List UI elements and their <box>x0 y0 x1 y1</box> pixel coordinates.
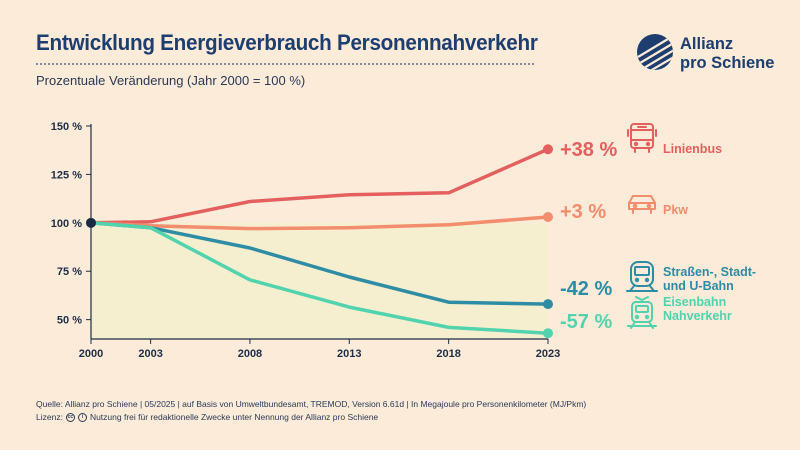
plot-shading <box>91 222 548 339</box>
car-icon <box>628 195 656 214</box>
license-label: Lizenz: <box>36 412 63 422</box>
logo-line-1: Allianz <box>680 35 734 53</box>
cc-icon: cc <box>65 412 75 422</box>
change-label: +38 % <box>560 139 617 161</box>
y-tick-label: 50 % <box>57 315 82 327</box>
title-divider <box>36 63 534 65</box>
origin-point <box>86 217 96 228</box>
change-label: -57 % <box>560 311 612 333</box>
series-line <box>89 221 550 335</box>
series-end-point <box>543 328 553 339</box>
x-tick-label: 2023 <box>536 348 560 360</box>
legend-label: Straßen-, Stadt- <box>663 265 756 279</box>
change-label: -42 % <box>560 278 612 300</box>
train-icon <box>627 296 657 329</box>
chart-title: Entwicklung Energieverbrauch Personennah… <box>36 30 538 55</box>
series-end-point <box>543 299 553 310</box>
logo-text: Allianz pro Schiene <box>680 35 774 73</box>
legend-label: Eisenbahn <box>663 295 726 309</box>
x-tick-label: 2000 <box>79 348 103 360</box>
y-tick-label: 150 % <box>51 121 82 133</box>
by-icon: i <box>77 412 87 422</box>
legend-label: Nahverkehr <box>663 309 732 323</box>
bus-icon <box>627 123 657 153</box>
legend-label: und U-Bahn <box>663 279 734 293</box>
x-tick-label: 2018 <box>436 348 460 360</box>
legend-label: Pkw <box>663 203 688 217</box>
source-note: Quelle: Allianz pro Schiene | 05/2025 | … <box>36 399 587 409</box>
change-label: +3 % <box>560 201 606 223</box>
license-text: Nutzung frei für redaktionelle Zwecke un… <box>89 412 379 422</box>
series-end-point <box>543 144 553 155</box>
x-tick-label: 2008 <box>238 348 262 360</box>
x-tick-label: 2003 <box>138 348 162 360</box>
allianz-pro-schiene-logo: Allianz pro Schiene <box>636 33 776 77</box>
legend-label: Linienbus <box>663 142 722 156</box>
series-line <box>89 147 550 225</box>
license-note: Lizenz: cc i Nutzung frei für redaktione… <box>36 412 378 422</box>
logo-line-2: pro Schiene <box>680 54 775 72</box>
y-tick-label: 100 % <box>51 218 82 230</box>
logo-icon <box>637 34 673 70</box>
chart-subtitle: Prozentuale Veränderung (Jahr 2000 = 100… <box>36 73 306 88</box>
series-end-point <box>543 212 553 223</box>
y-tick-label: 125 % <box>51 169 82 181</box>
x-tick-label: 2013 <box>337 348 361 360</box>
tram-icon <box>626 261 658 292</box>
y-tick-label: 75 % <box>57 266 82 278</box>
